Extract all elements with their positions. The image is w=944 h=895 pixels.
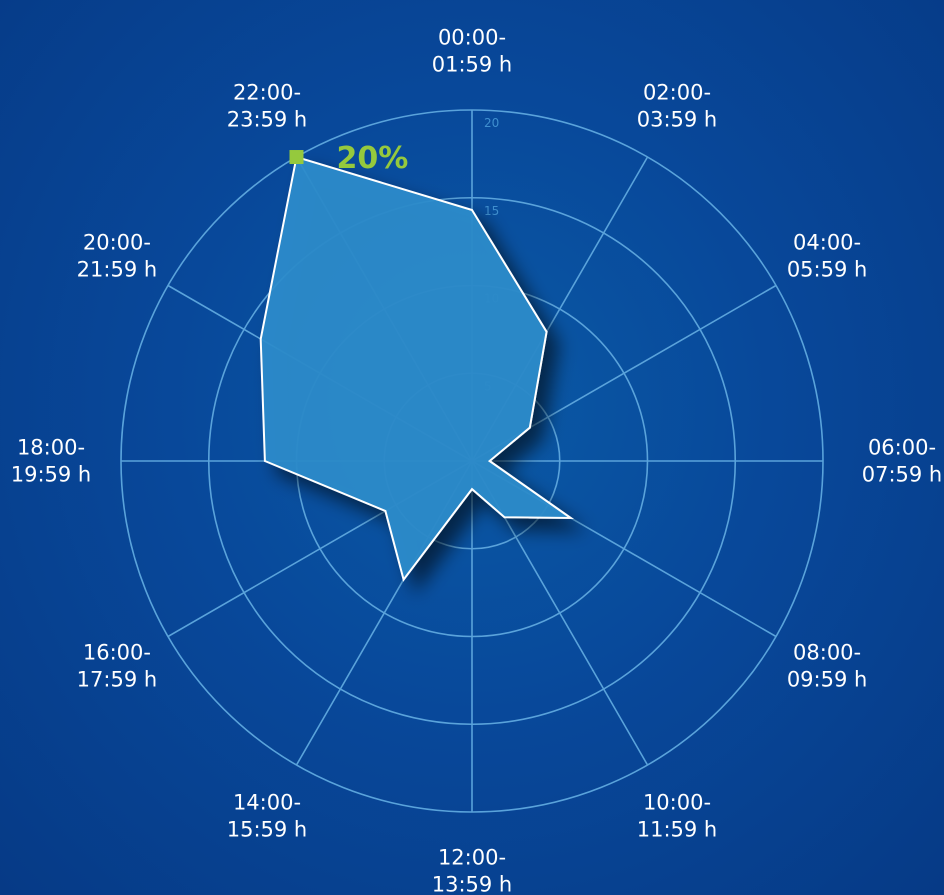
category-label-line: 09:59 h: [787, 668, 868, 692]
category-label-8: 14:00- 15:59 h: [227, 791, 308, 842]
category-label-line: 23:59 h: [227, 107, 308, 131]
peak-value-label: 20%: [337, 141, 409, 176]
category-label-line: 17:59 h: [77, 668, 158, 692]
category-label-4: 06:00- 07:59 h: [862, 436, 943, 487]
category-label-9: 16:00- 17:59 h: [77, 641, 158, 692]
category-label-3: 04:00- 05:59 h: [787, 231, 868, 282]
category-label-line: 07:59 h: [862, 463, 943, 487]
category-label-line: 13:59 h: [432, 873, 513, 895]
category-label-line: 16:00-: [83, 641, 151, 665]
tick-label-4: 20: [484, 116, 499, 130]
category-label-line: 18:00-: [17, 436, 85, 460]
category-label-line: 01:59 h: [432, 53, 513, 77]
category-label-6: 10:00- 11:59 h: [637, 791, 718, 842]
category-label-11: 20:00- 21:59 h: [77, 231, 158, 282]
category-label-line: 06:00-: [868, 436, 936, 460]
category-label-line: 00:00-: [438, 26, 506, 50]
category-label-line: 15:59 h: [227, 818, 308, 842]
category-label-line: 10:00-: [643, 791, 711, 815]
tick-label-3: 15: [484, 204, 499, 218]
category-label-2: 02:00- 03:59 h: [637, 80, 718, 131]
category-label-line: 02:00-: [643, 80, 711, 104]
data-area-layer: 20%: [259, 141, 575, 582]
category-label-5: 08:00- 09:59 h: [787, 641, 868, 692]
category-label-1: 00:00- 01:59 h: [432, 26, 513, 77]
category-label-line: 21:59 h: [77, 258, 158, 282]
category-label-12: 22:00- 23:59 h: [227, 80, 308, 131]
category-label-line: 22:00-: [233, 80, 301, 104]
category-label-line: 08:00-: [793, 641, 861, 665]
category-label-line: 05:59 h: [787, 258, 868, 282]
category-label-line: 20:00-: [83, 231, 151, 255]
category-label-7: 12:00- 13:59 h: [432, 846, 513, 895]
category-label-line: 03:59 h: [637, 107, 718, 131]
category-label-line: 04:00-: [793, 231, 861, 255]
category-label-line: 19:59 h: [11, 463, 92, 487]
category-label-10: 18:00- 19:59 h: [11, 436, 92, 487]
category-label-line: 12:00-: [438, 846, 506, 870]
peak-marker: [289, 150, 304, 165]
category-label-line: 14:00-: [233, 791, 301, 815]
category-labels: 00:00-01:59 h02:00-03:59 h04:00-05:59 h0…: [11, 26, 943, 895]
category-label-line: 11:59 h: [637, 818, 718, 842]
data-area: [259, 155, 575, 582]
